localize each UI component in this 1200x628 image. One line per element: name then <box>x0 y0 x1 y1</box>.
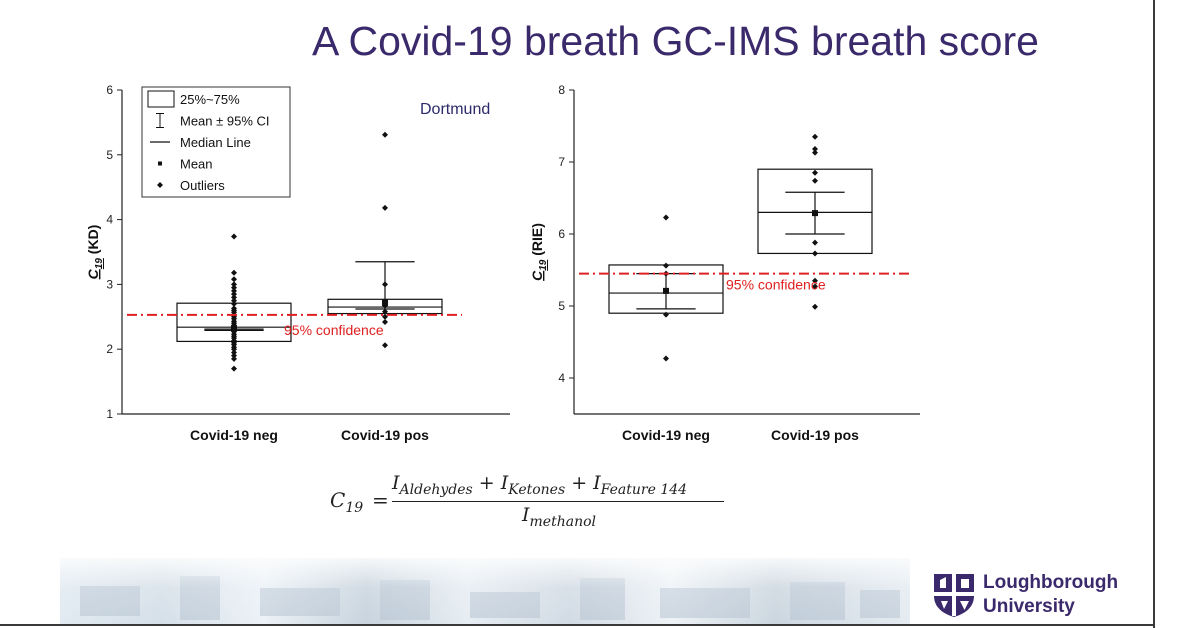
legend-label: Mean ± 95% CI <box>180 114 270 129</box>
data-point <box>231 284 237 291</box>
legend-label: Mean <box>180 157 213 172</box>
slide-right-edge <box>1153 0 1155 628</box>
data-point <box>663 355 669 362</box>
data-point <box>812 146 818 153</box>
logo-line2: University <box>983 596 1075 617</box>
y-axis-label-subscript: 19 <box>538 259 549 271</box>
x-category-label: Covid-19 pos <box>771 427 859 443</box>
data-point <box>812 149 818 156</box>
data-point <box>663 311 669 318</box>
y-axis-label-symbol: C <box>529 270 545 281</box>
y-tick-label: 4 <box>106 213 113 227</box>
y-axis-label-symbol: C <box>85 268 101 279</box>
data-point <box>663 214 669 221</box>
data-point <box>812 239 818 246</box>
x-category-label: Covid-19 neg <box>622 427 710 443</box>
confidence-threshold-label: 95% confidence <box>726 277 826 293</box>
y-axis-label-unit: (KD) <box>85 225 101 258</box>
y-tick-label: 5 <box>558 299 565 313</box>
y-tick-label: 4 <box>558 371 565 385</box>
legend-label: Median Line <box>180 135 251 150</box>
legend-box-symbol <box>147 90 175 108</box>
y-tick-label: 3 <box>106 277 113 291</box>
mean-marker <box>231 325 237 332</box>
data-point <box>812 250 818 257</box>
data-point <box>231 300 237 307</box>
y-tick-label: 8 <box>558 83 565 97</box>
box-group-2 <box>757 133 873 310</box>
y-axis-label: C19 (KD) <box>85 225 105 280</box>
legend-square-symbol <box>158 161 162 166</box>
y-tick-label: 6 <box>558 227 565 241</box>
data-point <box>382 318 388 325</box>
y-axis-label-unit: (RIE) <box>529 223 545 260</box>
legend-diamond-symbol <box>157 182 163 188</box>
data-point <box>231 233 237 240</box>
box-group-1 <box>176 233 292 372</box>
data-point <box>231 355 237 362</box>
data-point <box>231 281 237 288</box>
data-point <box>382 308 388 315</box>
data-point <box>382 281 388 288</box>
data-point <box>812 303 818 310</box>
confidence-threshold-label: 95% confidence <box>284 322 384 338</box>
formula-equals: = <box>372 488 389 512</box>
data-point <box>812 169 818 176</box>
slide-title: A Covid-19 breath GC-IMS breath score <box>312 18 1039 64</box>
data-point <box>812 283 818 290</box>
data-point <box>231 365 237 372</box>
box-group-2 <box>327 131 443 349</box>
y-tick-label: 6 <box>106 83 113 97</box>
mean-marker <box>663 287 669 294</box>
y-tick-label: 2 <box>106 342 113 356</box>
y-axis-label-subscript: 19 <box>94 258 105 270</box>
data-point <box>231 291 237 298</box>
formula-denominator: Imethanol <box>522 504 596 530</box>
formula-fraction-bar <box>392 501 724 502</box>
chart-dortmund: 1 2 3 4 5 6 C19 (KD) Dortmund Covid-19 neg Covid-… <box>85 83 510 443</box>
data-point <box>231 294 237 301</box>
x-category-label: Covid-19 pos <box>341 427 429 443</box>
box-group-1 <box>608 214 724 362</box>
university-shield-icon <box>934 574 974 617</box>
legend: 25%~75% Mean ± 95% CI Median Line Mean Outli… <box>141 86 291 198</box>
data-point <box>382 342 388 349</box>
laboratory-photo-strip <box>60 558 910 624</box>
mean-marker <box>812 210 818 217</box>
y-tick-label: 1 <box>106 407 113 421</box>
formula-numerator: IAldehydes + IKetones + IFeature 144 <box>392 472 688 498</box>
x-category-label: Covid-19 neg <box>190 427 278 443</box>
y-tick-label: 7 <box>558 155 565 169</box>
legend-label: Outliers <box>180 178 225 193</box>
data-point <box>231 352 237 359</box>
legend-label: 25%~75% <box>180 92 240 107</box>
data-point <box>231 349 237 356</box>
loughborough-university-logo: Loughborough University <box>930 570 1150 622</box>
data-point <box>231 297 237 304</box>
data-point <box>382 204 388 211</box>
data-point <box>231 287 237 294</box>
data-point <box>382 313 388 320</box>
data-point <box>231 276 237 283</box>
site-label: Dortmund <box>420 101 490 118</box>
data-point <box>812 133 818 140</box>
mean-marker <box>382 299 388 306</box>
data-point <box>663 262 669 269</box>
logo-line1: Loughborough <box>983 572 1119 593</box>
data-point <box>231 305 237 312</box>
data-point <box>382 131 388 138</box>
score-formula: C19 = IAldehydes + IKetones + IFeature 1… <box>330 468 750 538</box>
formula-lhs: C19 <box>330 488 364 516</box>
data-point <box>812 277 818 284</box>
data-point <box>812 177 818 184</box>
y-tick-label: 5 <box>106 148 113 162</box>
data-point <box>231 269 237 276</box>
y-axis-label: C19 (RIE) <box>529 223 549 281</box>
slide-bottom-edge <box>0 624 1155 626</box>
